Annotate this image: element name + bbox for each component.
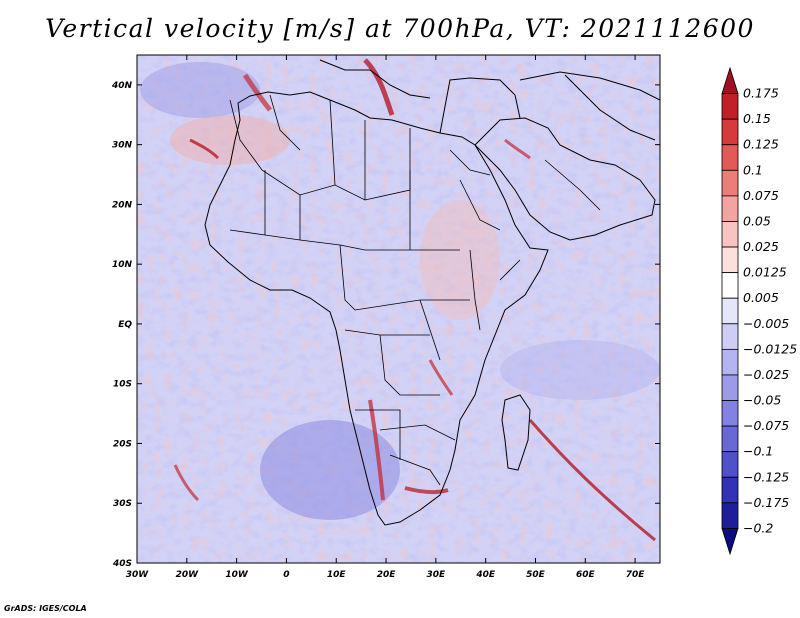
- colorbar-label: 0.0125: [743, 265, 787, 280]
- colorbar-swatch: [721, 297, 739, 325]
- coastlines: [204, 59, 660, 526]
- colorbar-swatch: [721, 400, 739, 427]
- lat-tick-label: 10N: [112, 260, 133, 270]
- lat-tick-label: 30S: [113, 499, 132, 509]
- lat-tick-label: 20N: [112, 200, 133, 210]
- colorbar-swatch: [721, 144, 739, 171]
- colorbar-swatch: [721, 246, 739, 274]
- colorbar-label: 0.15: [743, 111, 771, 126]
- lat-tick-label: 30N: [112, 141, 133, 151]
- colorbar-label: −0.005: [743, 316, 789, 331]
- grads-credit: GrADS: IGES/COLA: [4, 604, 87, 613]
- lat-tick-label: 40S: [112, 559, 132, 569]
- colorbar-swatch: [721, 348, 739, 376]
- latitude-labels: 40N 30N 20N 10N EQ 10S 20S 30S 40S: [111, 81, 133, 569]
- colorbar-label: −0.0125: [743, 341, 797, 356]
- axis-ticks: [136, 55, 660, 564]
- colorbar-swatch: [721, 221, 739, 248]
- colorbar-label: 0.025: [743, 239, 779, 254]
- lon-tick-label: 20E: [377, 570, 397, 580]
- lon-tick-label: 60E: [576, 570, 596, 580]
- lon-tick-label: 0: [283, 570, 289, 580]
- lat-tick-label: 20S: [113, 439, 132, 449]
- colorbar-label: −0.075: [743, 418, 789, 433]
- colorbar-label: 0.1: [743, 162, 763, 177]
- lat-tick-label: EQ: [118, 320, 132, 330]
- colorbar-label: 0.05: [743, 213, 771, 228]
- colorbar-swatch: [721, 169, 739, 197]
- lat-tick-label: 40N: [111, 81, 133, 91]
- colorbar-label: −0.1: [743, 444, 773, 459]
- colorbar-label: −0.025: [743, 367, 789, 382]
- lon-tick-label: 70E: [626, 570, 646, 580]
- colorbar-label: −0.125: [743, 469, 789, 484]
- colorbar-swatch: [721, 272, 739, 299]
- lon-tick-label: 30W: [126, 570, 150, 580]
- lon-tick-label: 30E: [427, 570, 447, 580]
- map-figure: 30W 20W 10W 0 10E 20E 30E 40E 50E 60E 70E 40N 30N 20…: [111, 54, 797, 580]
- colorbar-label: 0.175: [743, 86, 779, 101]
- lon-tick-label: 40E: [475, 570, 496, 580]
- borders: [229, 94, 601, 486]
- colorbar-swatch: [721, 374, 739, 401]
- colorbar-label: −0.175: [743, 495, 789, 510]
- colorbar-label: 0.005: [743, 290, 779, 305]
- map-title: Vertical velocity [m/s] at 700hPa, VT: 2…: [45, 14, 755, 43]
- colorbar-label: 0.125: [743, 137, 779, 152]
- plot-frame: [136, 54, 661, 564]
- colorbar-swatch: [721, 323, 739, 350]
- colorbar-swatch: [721, 502, 739, 529]
- colorbar-label: −0.2: [743, 520, 773, 535]
- lon-tick-label: 20W: [176, 570, 200, 580]
- colorbar: 0.175 0.15 0.125 0.1 0.075 0.05 0.025 0.0125 0.0…: [721, 66, 797, 556]
- lat-tick-label: 10S: [113, 380, 132, 390]
- colorbar-swatch: [721, 195, 739, 222]
- colorbar-swatch: [721, 118, 739, 146]
- colorbar-label: −0.05: [743, 393, 781, 408]
- colorbar-swatch: [721, 451, 739, 478]
- longitude-labels: 30W 20W 10W 0 10E 20E 30E 40E 50E 60E 70E: [126, 570, 646, 580]
- colorbar-swatch: [721, 528, 739, 556]
- colorbar-swatch: [721, 476, 739, 504]
- colorbar-swatch: [721, 66, 739, 94]
- lon-tick-label: 10E: [327, 570, 347, 580]
- colorbar-swatch: [721, 93, 739, 120]
- colorbar-label: 0.075: [743, 188, 779, 203]
- lon-tick-label: 50E: [526, 570, 546, 580]
- colorbar-swatch: [721, 425, 739, 453]
- lon-tick-label: 10W: [225, 570, 249, 580]
- velocity-field: [137, 55, 660, 563]
